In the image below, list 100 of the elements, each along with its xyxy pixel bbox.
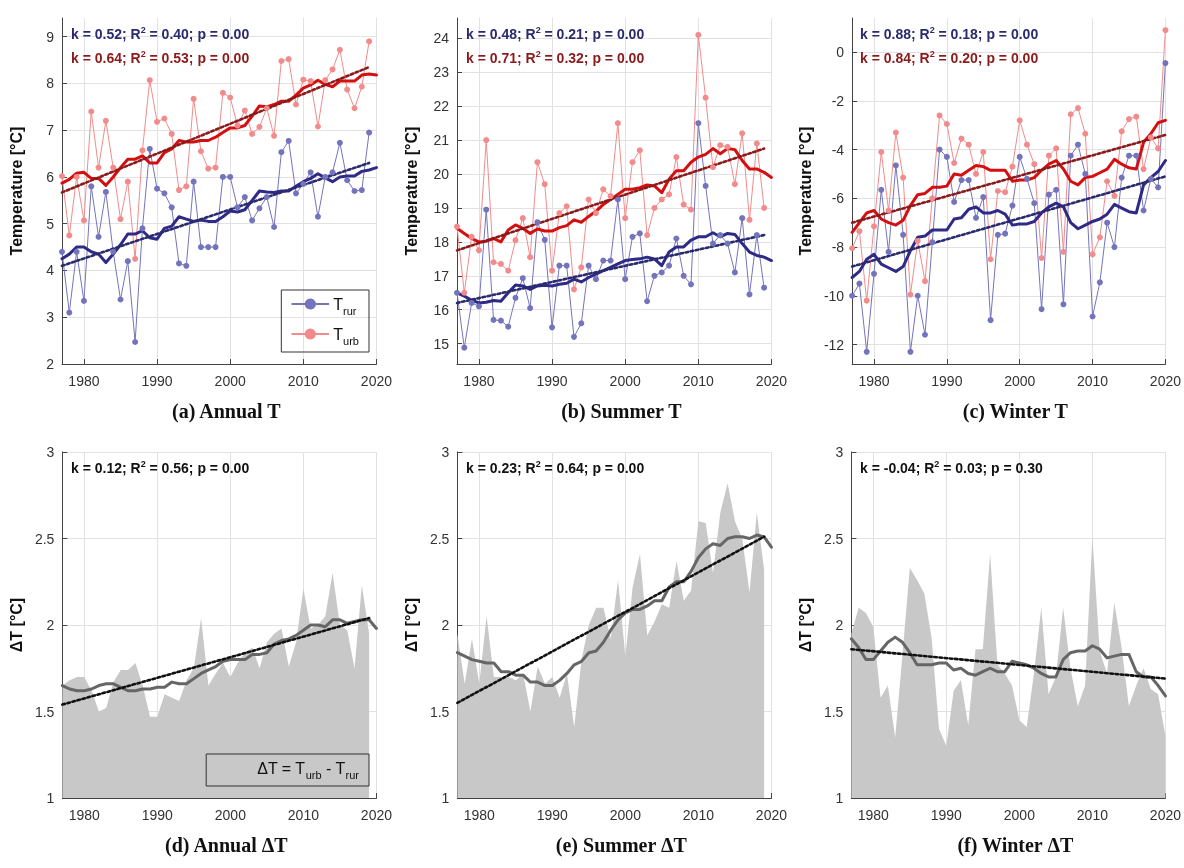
y-tick-label: 7 [46, 122, 55, 139]
y-tick-label: 20 [433, 166, 449, 183]
point [592, 276, 599, 283]
point [1119, 174, 1126, 181]
point [110, 248, 117, 255]
point [1089, 313, 1096, 320]
point [856, 228, 863, 235]
point [694, 120, 701, 127]
y-tick-label: 1 [835, 790, 844, 806]
line-series [850, 118, 1168, 234]
point [190, 95, 197, 102]
y-tick-label: 1.5 [34, 703, 55, 720]
point [263, 194, 270, 201]
x-tick-label: 2000 [609, 807, 641, 823]
x-tick-label: 2010 [682, 807, 714, 823]
point [966, 141, 973, 148]
x-tick-label: 1980 [858, 807, 890, 823]
point [512, 237, 519, 244]
point [724, 240, 731, 247]
point [168, 130, 175, 137]
point [607, 193, 614, 200]
point [212, 164, 219, 171]
point [915, 292, 922, 299]
point [907, 291, 914, 298]
text: (f) Winter ΔT [957, 834, 1075, 857]
point [300, 180, 307, 187]
line-series [850, 159, 1168, 279]
y-tick-label: -2 [832, 92, 845, 109]
point [980, 149, 987, 156]
point [1155, 184, 1162, 191]
y-axis-title: Temperature [°C] [7, 126, 25, 256]
point [453, 223, 460, 230]
point [1162, 27, 1169, 34]
point [900, 174, 907, 181]
y-tick-label: 1.5 [429, 703, 450, 720]
y-tick-label: 22 [433, 98, 449, 115]
point [80, 297, 87, 304]
point [1060, 248, 1067, 255]
point [864, 297, 871, 304]
point [256, 123, 263, 130]
point [1053, 186, 1060, 193]
point [168, 204, 175, 211]
x-tick-label: 1990 [141, 807, 174, 823]
point [117, 296, 124, 303]
point [621, 215, 628, 222]
point [900, 231, 907, 238]
point [285, 56, 292, 63]
point [922, 278, 929, 285]
point [665, 262, 672, 269]
point [176, 260, 182, 267]
point [234, 122, 241, 129]
point [1031, 200, 1038, 207]
point [278, 58, 285, 65]
point [263, 105, 270, 112]
y-tick-label: 1 [46, 790, 55, 806]
point [504, 323, 511, 330]
point [746, 216, 753, 223]
point [856, 280, 863, 287]
point [849, 292, 856, 299]
point [475, 303, 482, 310]
y-tick-label: 0 [836, 44, 845, 61]
point [1126, 152, 1133, 159]
point [358, 83, 365, 90]
point [197, 244, 204, 251]
point [871, 223, 878, 230]
y-tick-label: 6 [46, 168, 55, 185]
point [987, 256, 994, 263]
point [366, 129, 373, 136]
point [1068, 152, 1075, 159]
x-tick-label: 2020 [360, 807, 393, 823]
point [241, 194, 248, 201]
point [702, 182, 709, 189]
y-tick-label: -6 [832, 190, 845, 207]
x-tick-label: 1980 [68, 807, 101, 823]
point [658, 269, 665, 276]
point [344, 86, 351, 93]
point [680, 201, 687, 208]
point [227, 94, 234, 101]
point [497, 260, 504, 267]
y-tick-label: 15 [433, 335, 449, 352]
point [293, 101, 299, 108]
y-tick-label: 3 [46, 444, 55, 460]
point [915, 237, 922, 244]
point [1009, 163, 1016, 170]
point [139, 147, 146, 154]
y-tick-label: -12 [824, 336, 845, 353]
point [1104, 178, 1111, 185]
point [102, 117, 109, 124]
point [300, 76, 307, 83]
point [1075, 141, 1082, 148]
point [563, 203, 570, 210]
x-tick-label: 1990 [141, 373, 173, 389]
point [1111, 244, 1118, 251]
point [1017, 153, 1024, 160]
point [132, 339, 139, 346]
point [709, 240, 716, 247]
point [219, 173, 226, 180]
x-tick-label: 2000 [609, 373, 641, 389]
point [709, 164, 716, 171]
point [951, 198, 958, 205]
